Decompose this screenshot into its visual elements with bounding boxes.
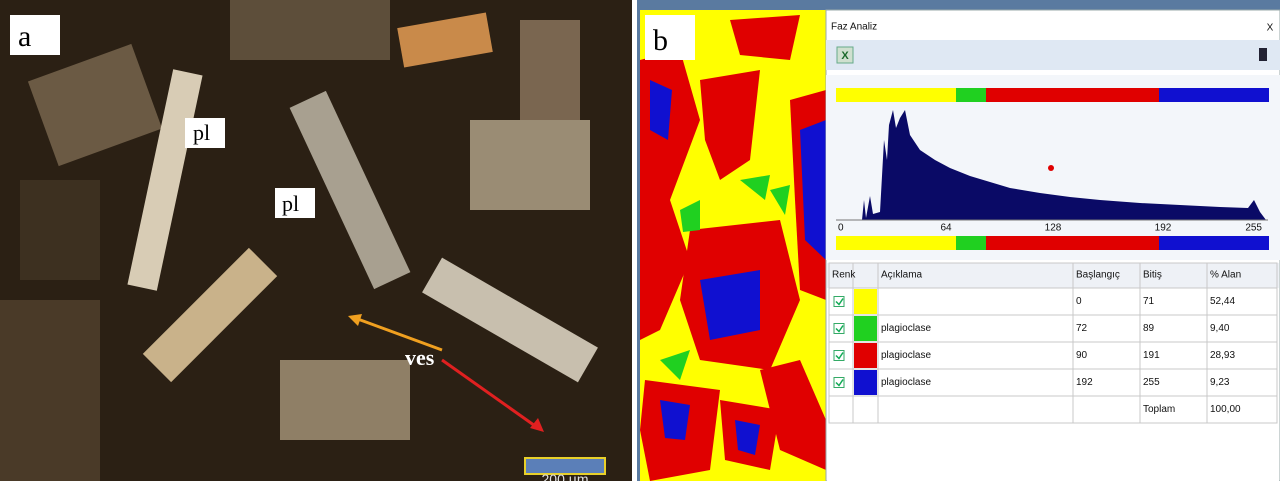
delete-button[interactable]	[1259, 48, 1267, 61]
cell-text: 52,44	[1210, 296, 1235, 307]
cell-text: Toplam	[1143, 404, 1175, 415]
x-tick-label: 64	[940, 223, 952, 234]
column-header: Renk	[832, 270, 856, 281]
cell-text: 191	[1143, 350, 1160, 361]
cell-text: 9,40	[1210, 323, 1230, 334]
column-header: % Alan	[1210, 270, 1241, 281]
x-tick-label: 128	[1045, 223, 1062, 234]
column-header: Açıklama	[881, 270, 923, 281]
column-header: Başlangıç	[1076, 270, 1120, 281]
color-swatch	[854, 289, 877, 314]
cell-text: 0	[1076, 296, 1082, 307]
micrograph	[0, 0, 632, 481]
cell-text: 9,23	[1210, 377, 1230, 388]
cell-text: plagioclase	[881, 323, 931, 334]
panel-label: b	[653, 24, 668, 57]
column-header: Bitiş	[1143, 270, 1162, 281]
color-swatch	[854, 343, 877, 368]
cell-text: plagioclase	[881, 350, 931, 361]
phase-table: Renk Açıklama Başlangıç Bitiş % Alan 0 71 52,44…	[827, 263, 1279, 481]
figure: a pl pl ves 200 µm b X Faz Analiz X 0 64 1…	[0, 0, 1280, 481]
window-title: Faz Analiz	[831, 22, 877, 33]
x-tick-label: 0	[838, 223, 844, 234]
cell-text: 100,00	[1210, 404, 1241, 415]
close-button[interactable]: X	[1267, 23, 1274, 34]
annotation: ves	[405, 345, 435, 370]
color-swatch	[854, 316, 877, 341]
scale-bar-text: 200 µm	[542, 471, 589, 481]
cell-text: 89	[1143, 323, 1155, 334]
x-tick-label: 255	[1245, 223, 1262, 234]
annotation: pl	[193, 120, 210, 145]
color-swatch	[854, 370, 877, 395]
cell-text: plagioclase	[881, 377, 931, 388]
x-tick-label: 192	[1155, 223, 1172, 234]
cell-text: 72	[1076, 323, 1088, 334]
panel-label: a	[18, 20, 31, 53]
cell-text: 255	[1143, 377, 1160, 388]
page: a pl pl ves 200 µm b X Faz Analiz X 0 64 1…	[0, 0, 1280, 481]
cell-text: 90	[1076, 350, 1088, 361]
svg-text:X: X	[841, 50, 849, 62]
cell-text: 28,93	[1210, 350, 1235, 361]
cell-text: 192	[1076, 377, 1093, 388]
annotation: pl	[282, 191, 299, 216]
cell-text: 71	[1143, 296, 1155, 307]
